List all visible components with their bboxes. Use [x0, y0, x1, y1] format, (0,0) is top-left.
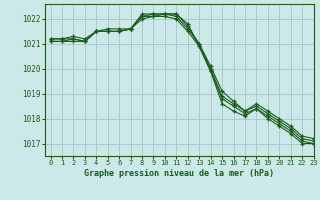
X-axis label: Graphe pression niveau de la mer (hPa): Graphe pression niveau de la mer (hPa) — [84, 169, 274, 178]
